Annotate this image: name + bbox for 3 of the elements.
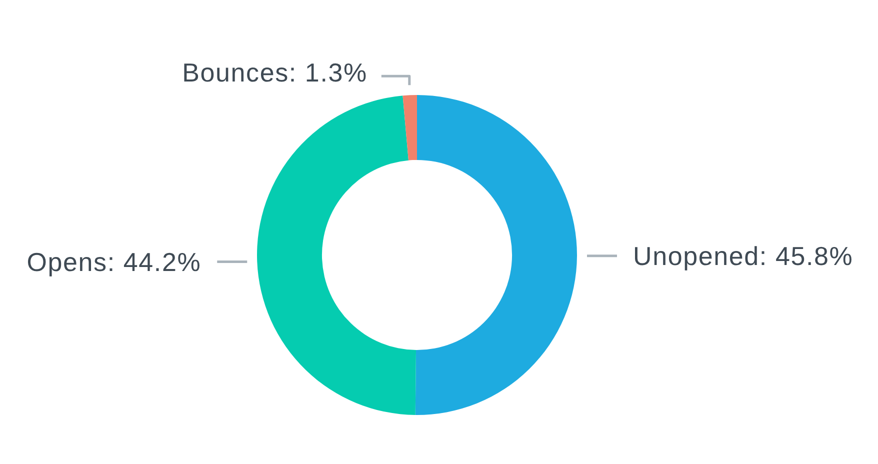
slice-label: Opens: 44.2%: [26, 246, 202, 277]
slice-label: Bounces: 1.3%: [182, 57, 368, 88]
slice-label: Unopened: 45.8%: [633, 241, 854, 272]
